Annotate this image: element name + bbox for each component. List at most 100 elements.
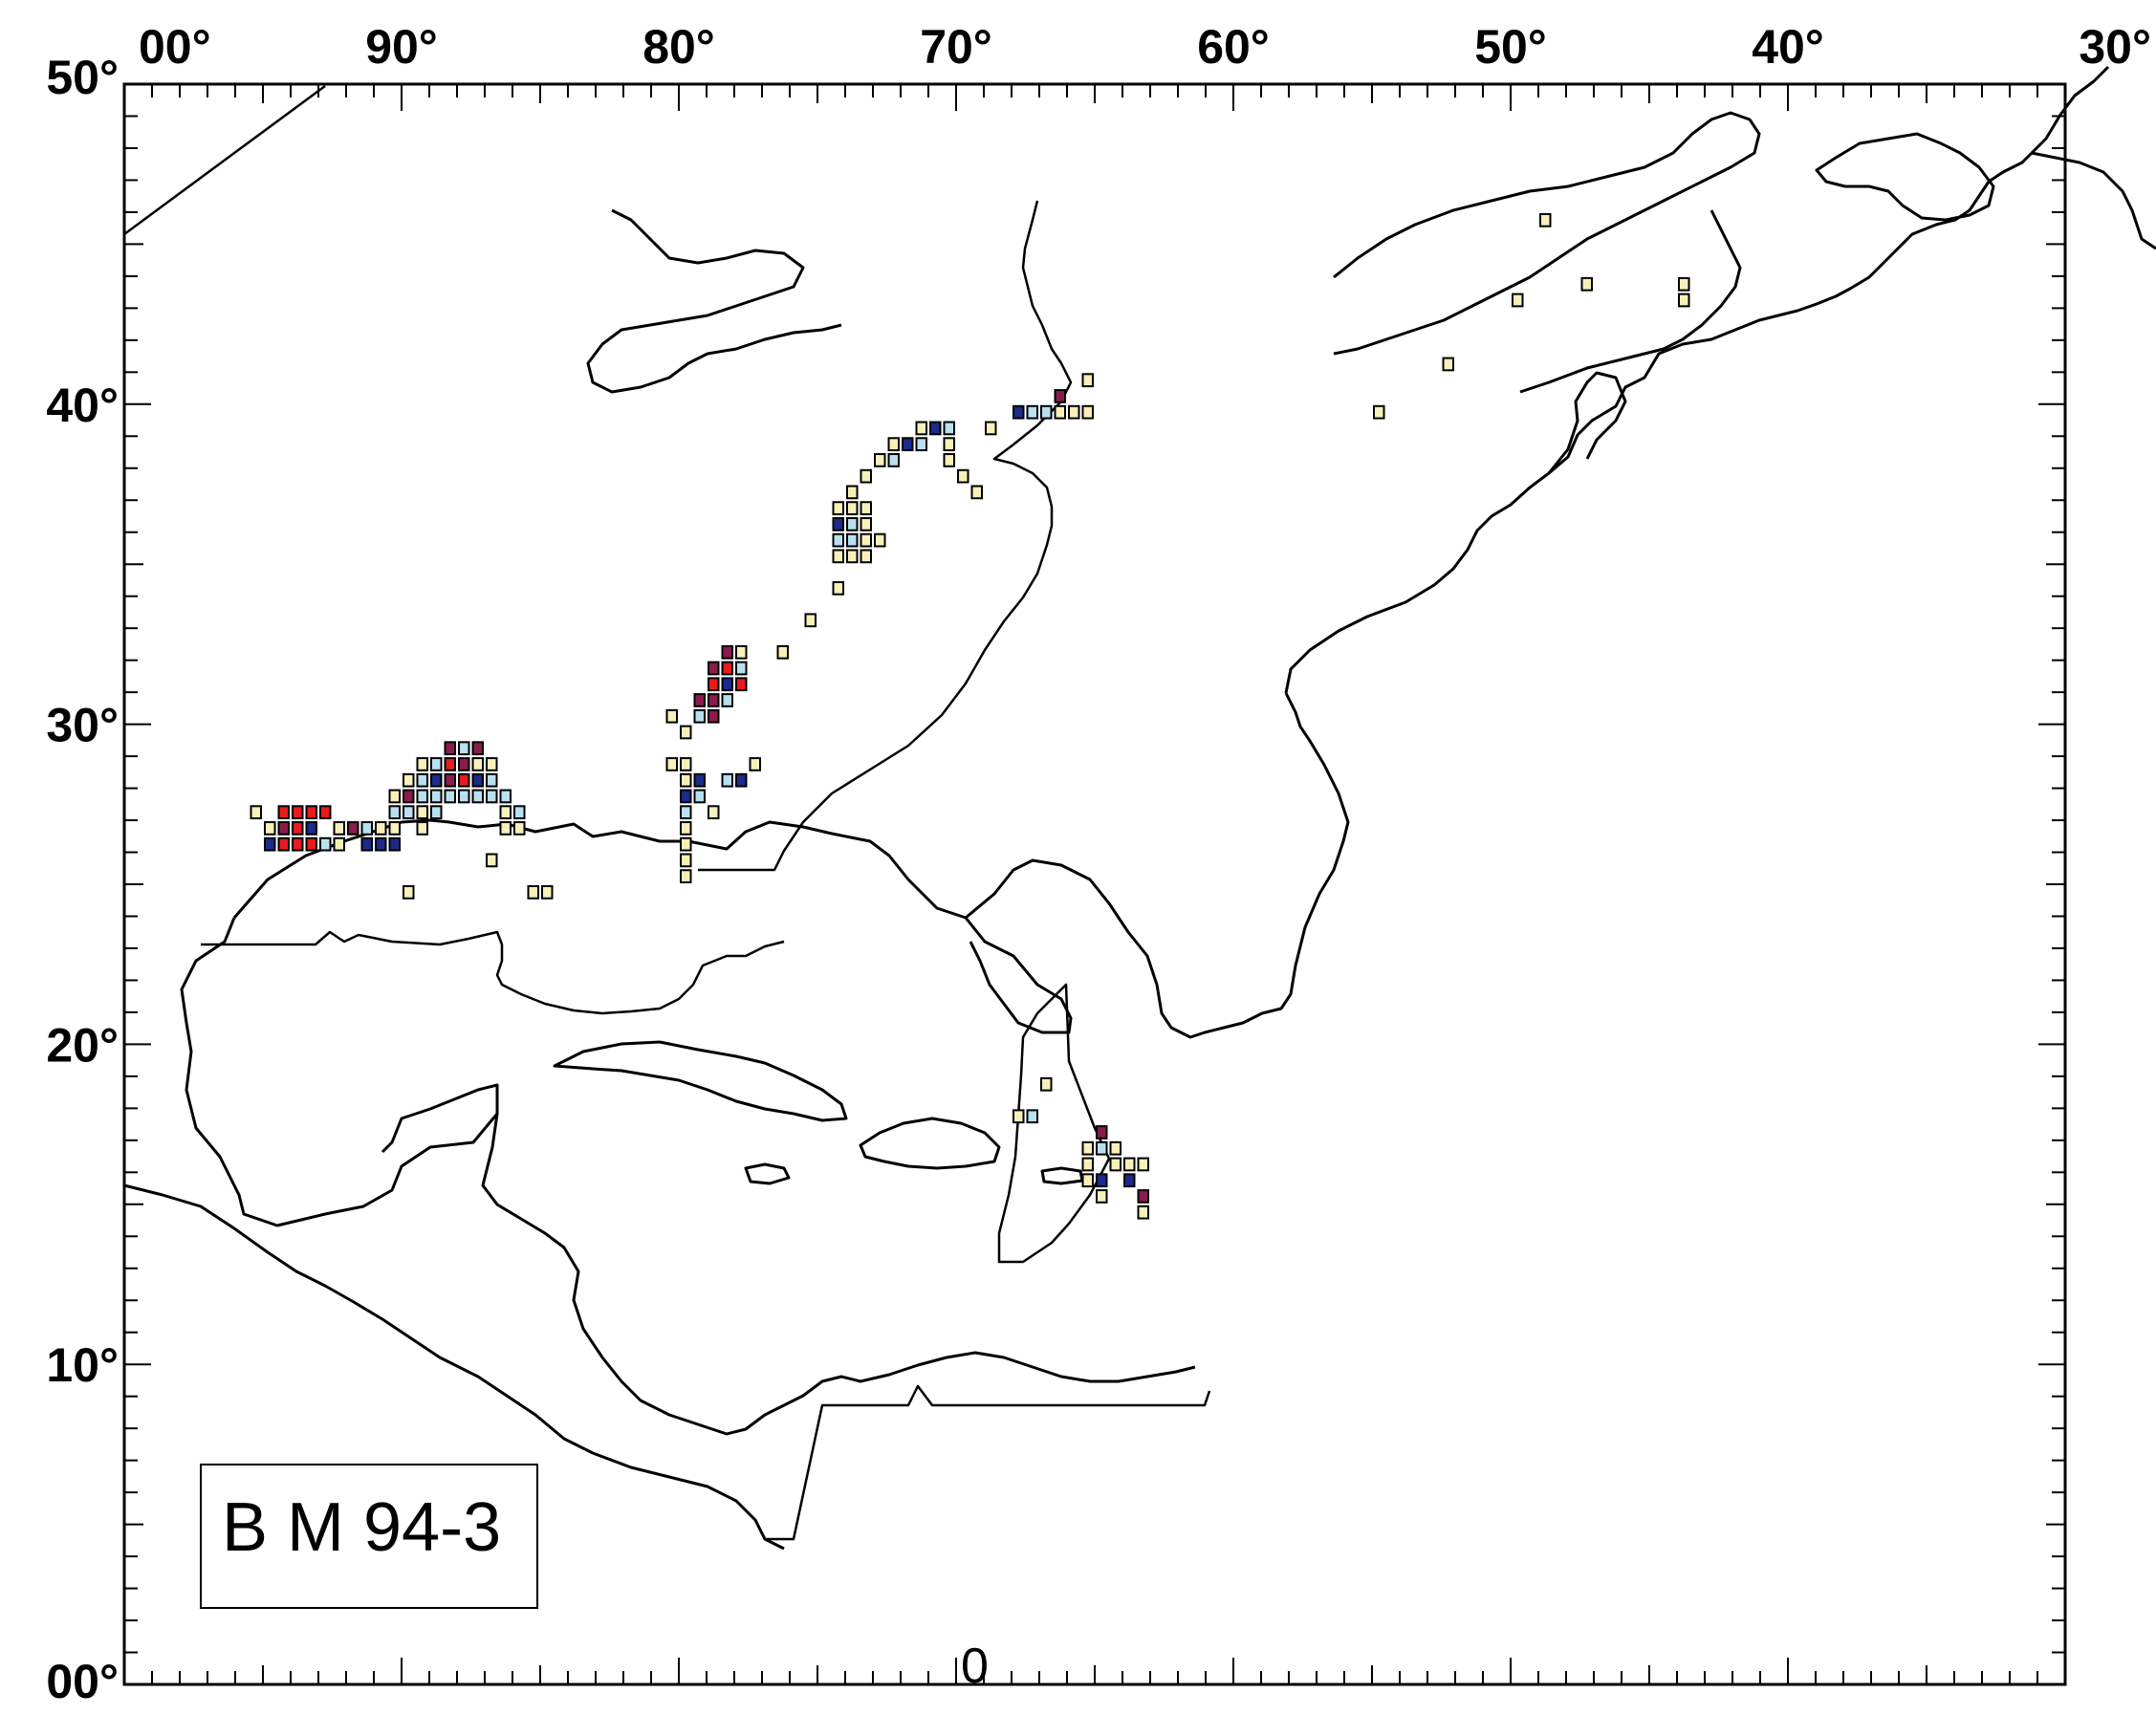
heatmap-cell	[1081, 404, 1094, 420]
heatmap-cell	[721, 677, 733, 692]
label-box-text: B M 94-3	[222, 1489, 501, 1566]
heatmap-cell	[721, 772, 733, 788]
heatmap-cell	[721, 661, 733, 676]
lon-tick-label: 40°	[1752, 20, 1824, 74]
heatmap-cell	[1026, 404, 1038, 420]
heatmap-cell	[1539, 212, 1552, 228]
heatmap-cell	[943, 437, 955, 452]
heatmap-cell	[388, 805, 401, 820]
heatmap-cell	[1109, 1140, 1122, 1156]
heatmap-cell	[680, 757, 692, 771]
heatmap-cell	[1054, 404, 1066, 420]
heatmap-cell	[693, 708, 706, 724]
heatmap-cell	[305, 805, 317, 820]
heatmap-cell	[735, 677, 748, 692]
heatmap-cell	[1096, 1189, 1108, 1204]
heatmap-cell	[430, 789, 443, 804]
heatmap-cell	[541, 885, 554, 900]
heatmap-cell	[1040, 404, 1053, 420]
heatmap-cell	[735, 772, 748, 788]
heatmap-cell	[735, 644, 748, 660]
heatmap-cell	[708, 677, 720, 692]
coastline-florida	[965, 692, 1350, 1039]
heatmap-cell	[860, 501, 872, 515]
heatmap-cell	[887, 437, 900, 452]
heatmap-cell	[1512, 293, 1524, 308]
heatmap-cell	[1580, 276, 1593, 292]
zone-antilles	[997, 983, 1111, 1264]
heatmap-cell	[693, 772, 706, 788]
heatmap-cell	[403, 789, 415, 804]
heatmap-cell	[665, 708, 678, 724]
heatmap-cell	[319, 836, 332, 852]
heatmap-cell	[985, 421, 997, 436]
heatmap-cell	[1137, 1189, 1149, 1204]
heatmap-cell	[292, 821, 304, 836]
heatmap-cell	[416, 757, 428, 771]
heatmap-cell	[513, 805, 526, 820]
heatmap-cell	[680, 869, 692, 884]
heatmap-cell	[527, 885, 539, 900]
heatmap-cell	[832, 580, 844, 596]
heatmap-cell	[846, 485, 859, 500]
heatmap-cell	[416, 821, 428, 836]
coastline-central-america	[123, 1183, 785, 1551]
heatmap-cell	[1040, 1076, 1053, 1092]
heatmap-cell	[486, 853, 498, 868]
lat-tick-label: 20°	[46, 1018, 119, 1072]
heatmap-cell	[1123, 1173, 1136, 1188]
coastline-great-lakes	[586, 208, 842, 394]
heatmap-cell	[333, 821, 345, 836]
coastlines	[123, 65, 2156, 1551]
heatmap-cell	[471, 757, 484, 771]
heatmap-cell	[680, 853, 692, 868]
coastline-jamaica	[744, 1162, 791, 1185]
lat-tick-label: 30°	[46, 699, 119, 752]
heatmap-cell	[832, 516, 844, 532]
heatmap-cell	[915, 421, 927, 436]
coastline-hispaniola	[859, 1117, 1001, 1170]
coastline-us-east	[1284, 151, 2034, 694]
heatmap-cell	[874, 532, 886, 548]
heatmap-cell	[1123, 1157, 1136, 1172]
heatmap-cell	[1081, 1140, 1094, 1156]
bottom-zero-label: 0	[961, 1639, 989, 1694]
heatmap-cell	[943, 421, 955, 436]
heatmap-cell	[776, 644, 789, 660]
heatmap-cell	[1096, 1173, 1108, 1188]
heatmap-cell	[499, 789, 512, 804]
heatmap-cell	[444, 789, 456, 804]
heatmap-cell	[846, 532, 859, 548]
heatmap-cell	[264, 836, 276, 852]
heatmap-cell	[444, 757, 456, 771]
heatmap-cell	[486, 757, 498, 771]
lon-tick-label: 30°	[2079, 20, 2151, 74]
heatmap-cell	[1137, 1205, 1149, 1220]
heatmap-cell	[430, 772, 443, 788]
heatmap-cell	[1442, 357, 1454, 372]
heatmap-cell	[1678, 276, 1690, 292]
heatmap-cell	[846, 549, 859, 564]
heatmap-cell	[277, 836, 290, 852]
heatmap-cell	[804, 613, 817, 628]
heatmap-cell	[708, 693, 720, 707]
heatmap-cell	[1054, 389, 1066, 403]
heatmap-cell	[319, 805, 332, 820]
heatmap-cell	[874, 453, 886, 467]
heatmap-cell	[416, 805, 428, 820]
heatmap-cell	[458, 772, 470, 788]
heatmap-cell	[375, 821, 387, 836]
lat-tick-label: 10°	[46, 1338, 119, 1392]
heatmap-cell	[680, 836, 692, 852]
heatmap-cell	[430, 757, 443, 771]
heatmap-cell	[1081, 373, 1094, 388]
heatmap-cell	[471, 741, 484, 756]
heatmap-cell	[680, 789, 692, 804]
heatmap-cell	[957, 468, 969, 484]
heatmap-cell	[513, 821, 526, 836]
heatmap-cell	[680, 725, 692, 740]
lon-tick-label: 80°	[642, 20, 715, 74]
heatmap-cell	[1026, 1109, 1038, 1124]
heatmap-cell	[721, 693, 733, 707]
coastline-puerto-rico	[1040, 1166, 1084, 1185]
